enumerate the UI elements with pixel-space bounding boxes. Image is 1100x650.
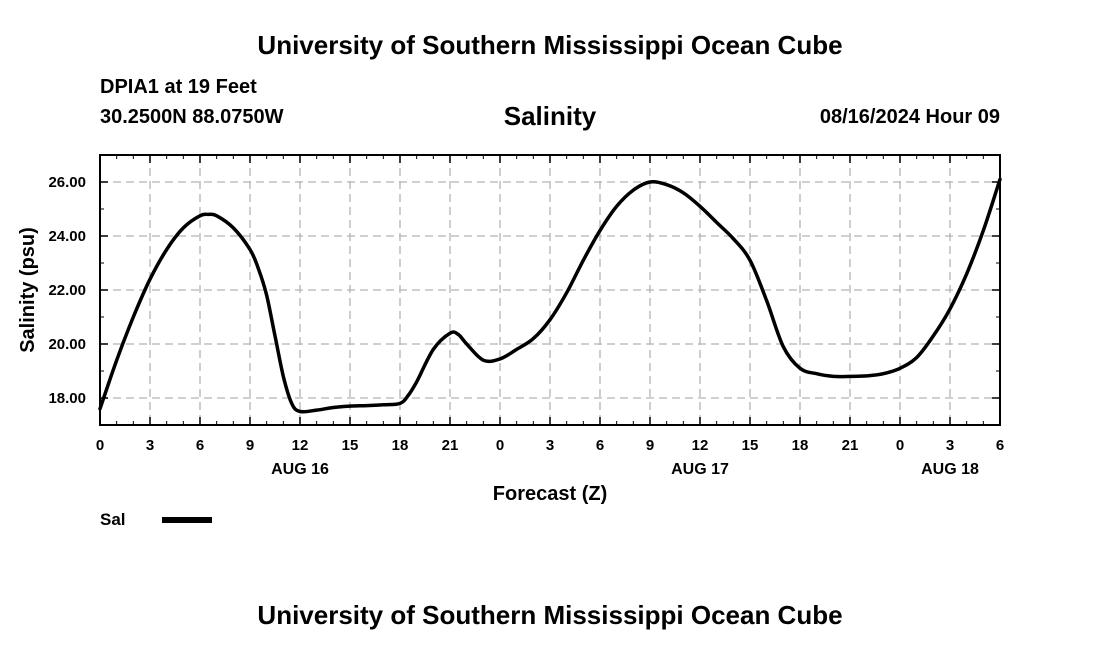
x-tick-label: 21 — [442, 437, 459, 454]
date-label: AUG 16 — [271, 461, 329, 478]
x-tick-label: 0 — [496, 437, 504, 454]
x-tick-label: 18 — [792, 437, 809, 454]
x-axis-label: Forecast (Z) — [493, 483, 607, 505]
x-tick-label: 12 — [692, 437, 709, 454]
forecast-timestamp: 08/16/2024 Hour 09 — [819, 106, 1000, 128]
x-tick-label: 6 — [196, 437, 204, 454]
y-tick-label: 20.00 — [48, 336, 86, 353]
x-tick-label: 3 — [146, 437, 154, 454]
coordinates-label: 30.2500N 88.0750W — [100, 106, 284, 128]
series-line-sal — [98, 177, 1002, 414]
x-tick-label: 3 — [546, 437, 554, 454]
x-tick-label: 15 — [342, 437, 359, 454]
y-tick-label: 26.00 — [48, 174, 86, 191]
date-label: AUG 17 — [671, 461, 729, 478]
y-axis-label: Salinity (psu) — [17, 227, 39, 353]
footer-title: University of Southern Mississippi Ocean… — [257, 600, 843, 630]
x-tick-label: 0 — [896, 437, 904, 454]
x-tick-label: 6 — [596, 437, 604, 454]
x-tick-label: 12 — [292, 437, 309, 454]
x-tick-label: 18 — [392, 437, 409, 454]
legend-swatch — [162, 517, 212, 523]
y-tick-label: 22.00 — [48, 282, 86, 299]
page-title: University of Southern Mississippi Ocean… — [257, 30, 843, 60]
x-tick-label: 9 — [646, 437, 654, 454]
x-tick-label: 9 — [246, 437, 254, 454]
x-tick-label: 3 — [946, 437, 954, 454]
ticks — [99, 154, 1001, 426]
y-tick-label: 18.00 — [48, 390, 86, 407]
variable-title: Salinity — [503, 101, 597, 131]
x-tick-label: 21 — [842, 437, 859, 454]
x-tick-label: 0 — [96, 437, 104, 454]
y-tick-label: 24.00 — [48, 228, 86, 245]
axis-labels: 0 3 6 9 12 15 18 21 0 3 6 9 12 15 18 21 0 3 6 18.00 20.00 22.… — [48, 174, 1004, 478]
grid — [100, 155, 1000, 425]
legend-label: Sal — [100, 510, 126, 529]
x-tick-label: 15 — [742, 437, 759, 454]
station-label: DPIA1 at 19 Feet — [100, 76, 257, 98]
date-label: AUG 18 — [921, 461, 979, 478]
x-tick-label: 6 — [996, 437, 1004, 454]
